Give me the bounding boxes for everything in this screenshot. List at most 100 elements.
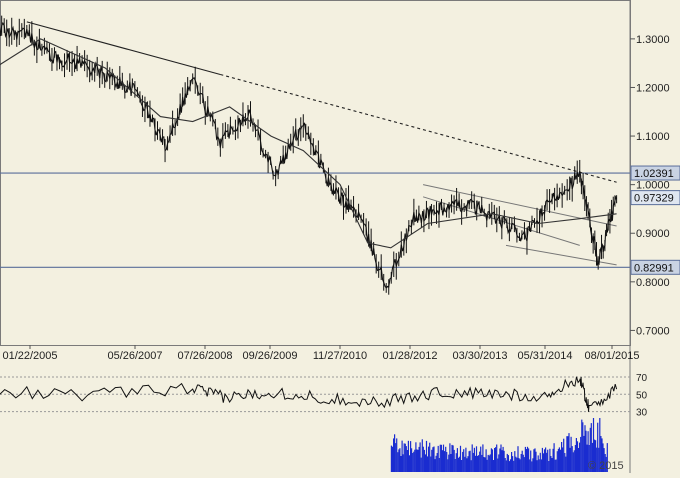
volume-bar xyxy=(565,456,567,472)
volume-bar xyxy=(563,438,565,472)
volume-bar xyxy=(424,454,427,472)
volume-bar xyxy=(470,460,472,472)
volume-bar xyxy=(595,440,597,472)
volume-bar xyxy=(516,457,518,472)
osc-tick-label-2: 30 xyxy=(636,408,648,419)
volume-bar xyxy=(535,451,537,472)
volume-bar xyxy=(526,446,529,472)
volume-bar xyxy=(531,461,533,472)
volume-bar xyxy=(597,422,599,472)
volume-bar xyxy=(562,447,564,472)
volume-bar xyxy=(429,442,431,472)
volume-bar xyxy=(482,444,484,472)
volume-bar xyxy=(485,449,487,472)
volume-bar xyxy=(423,449,425,472)
price-label-box-2 xyxy=(630,259,680,275)
volume-bar xyxy=(489,454,491,472)
volume-bar xyxy=(480,446,482,472)
volume-bar xyxy=(403,443,405,472)
x-tick-label-2: 07/26/2008 xyxy=(177,350,232,362)
volume-bar xyxy=(533,449,535,472)
volume-bar xyxy=(478,455,480,472)
volume-bar xyxy=(456,448,458,472)
volume-bar xyxy=(497,458,499,472)
volume-bar xyxy=(417,449,419,472)
volume-bar xyxy=(462,451,464,472)
volume-bar xyxy=(405,446,407,472)
volume-bar xyxy=(422,446,424,472)
volume-bar xyxy=(427,456,429,472)
volume-bar xyxy=(412,453,414,472)
volume-bar xyxy=(416,449,418,472)
volume-bar xyxy=(402,454,404,472)
volume-bar xyxy=(539,452,541,472)
volume-bar xyxy=(448,454,450,472)
volume-bar xyxy=(525,449,528,472)
volume-bar xyxy=(572,452,574,472)
volume-bar xyxy=(486,459,488,472)
volume-bar xyxy=(515,456,517,472)
volume-bar xyxy=(458,456,461,472)
x-tick-label-3: 09/26/2009 xyxy=(242,350,297,362)
volume-bar xyxy=(496,444,498,472)
x-tick-label-6: 03/30/2013 xyxy=(452,350,507,362)
x-tick-label-5: 01/28/2012 xyxy=(382,350,437,362)
volume-bar xyxy=(472,452,474,472)
volume-bar xyxy=(431,449,433,472)
volume-bar xyxy=(414,449,416,472)
volume-bar xyxy=(487,454,489,472)
y-tick-label-1: 1.2000 xyxy=(636,82,670,94)
volume-bar xyxy=(585,430,587,472)
volume-bar xyxy=(502,446,504,472)
volume-bar xyxy=(490,448,492,472)
x-tick-label-1: 05/26/2007 xyxy=(107,350,162,362)
trendline-dashed xyxy=(220,73,617,183)
volume-bar xyxy=(532,458,534,472)
volume-bar xyxy=(479,451,481,472)
volume-bar xyxy=(603,448,605,472)
volume-bar xyxy=(395,443,397,472)
volume-bar xyxy=(407,440,409,472)
volume-bar xyxy=(391,446,394,472)
volume-bar xyxy=(543,449,546,472)
volume-bar xyxy=(518,458,520,472)
volume-bar xyxy=(428,446,430,472)
volume-bar xyxy=(588,445,590,472)
volume-bar xyxy=(445,446,447,472)
volume-bar xyxy=(568,433,570,472)
volume-bar xyxy=(467,456,469,472)
volume-bar xyxy=(555,459,557,472)
volume-bar xyxy=(464,456,466,472)
volume-bar xyxy=(546,452,548,472)
volume-bar xyxy=(600,436,602,472)
volume-bar xyxy=(529,459,531,472)
volume-bar xyxy=(550,456,552,472)
volume-bar xyxy=(538,459,540,472)
volume-bar xyxy=(408,455,411,472)
price-label-box-1 xyxy=(630,190,680,206)
volume-bar xyxy=(582,422,584,472)
volume-bar xyxy=(534,448,536,472)
volume-bar xyxy=(505,460,507,472)
y-tick-label-5: 0.8000 xyxy=(636,277,670,289)
volume-bar xyxy=(418,446,420,472)
volume-bar xyxy=(548,461,550,472)
volume-bar xyxy=(549,448,551,472)
volume-bar xyxy=(390,445,392,472)
volume-bar xyxy=(473,447,475,472)
volume-bar xyxy=(420,457,422,472)
volume-bar xyxy=(507,455,509,472)
volume-bar xyxy=(432,447,434,472)
volume-bar xyxy=(396,438,398,472)
volume-bar xyxy=(447,459,449,472)
volume-bar xyxy=(454,459,456,472)
volume-bar xyxy=(440,444,442,472)
volume-bar xyxy=(415,442,417,472)
volume-bar xyxy=(508,461,511,472)
volume-bar xyxy=(413,451,415,472)
volume-bar xyxy=(599,418,601,472)
volume-bar xyxy=(468,451,470,472)
volume-bar xyxy=(536,460,538,472)
moving-average-line xyxy=(0,38,617,249)
